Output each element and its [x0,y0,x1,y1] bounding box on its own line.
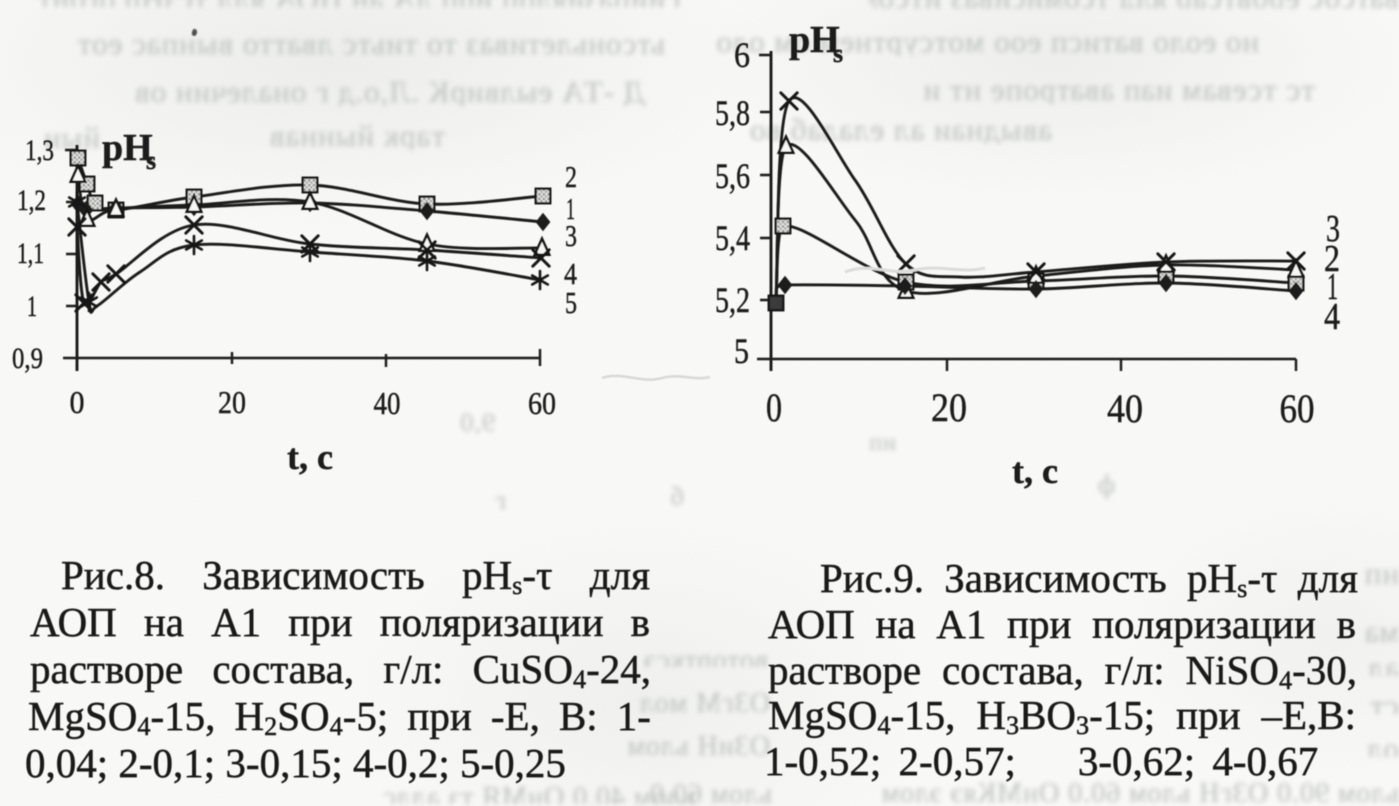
svg-text:2: 2 [565,159,577,194]
svg-text:60: 60 [1280,386,1315,431]
svg-text:1,2: 1,2 [17,184,46,217]
svg-text:0: 0 [70,384,85,420]
svg-text:5,2: 5,2 [715,280,750,320]
svg-text:3: 3 [565,218,577,253]
svg-text:1,1: 1,1 [17,237,44,270]
svg-text:3: 3 [1326,208,1340,250]
svg-text:pH: pH [789,19,840,61]
svg-text:pH: pH [102,127,153,169]
svg-text:1,3: 1,3 [25,134,54,167]
svg-text:t, c: t, c [287,437,333,477]
svg-text:1: 1 [1327,266,1338,308]
svg-text:s: s [146,146,156,175]
svg-text:5,8: 5,8 [715,93,750,133]
svg-text:5: 5 [565,285,577,320]
svg-text:s: s [833,39,843,68]
svg-text:2: 2 [1324,238,1340,280]
svg-text:60: 60 [528,385,556,421]
svg-text:5,6: 5,6 [715,156,750,196]
svg-text:5,4: 5,4 [715,218,750,258]
svg-text:0: 0 [766,385,782,430]
svg-text:40: 40 [1107,386,1143,431]
svg-text:6: 6 [734,35,750,75]
svg-text:20: 20 [931,385,967,430]
svg-text:4: 4 [1324,296,1340,338]
svg-text:40: 40 [374,385,401,421]
svg-text:t, c: t, c [1012,451,1058,491]
svg-text:20: 20 [218,384,246,420]
svg-text:0,9: 0,9 [12,342,43,375]
svg-text:4: 4 [564,256,577,291]
svg-text:1: 1 [27,290,37,323]
svg-text:1: 1 [566,191,575,226]
svg-text:5: 5 [734,331,749,371]
